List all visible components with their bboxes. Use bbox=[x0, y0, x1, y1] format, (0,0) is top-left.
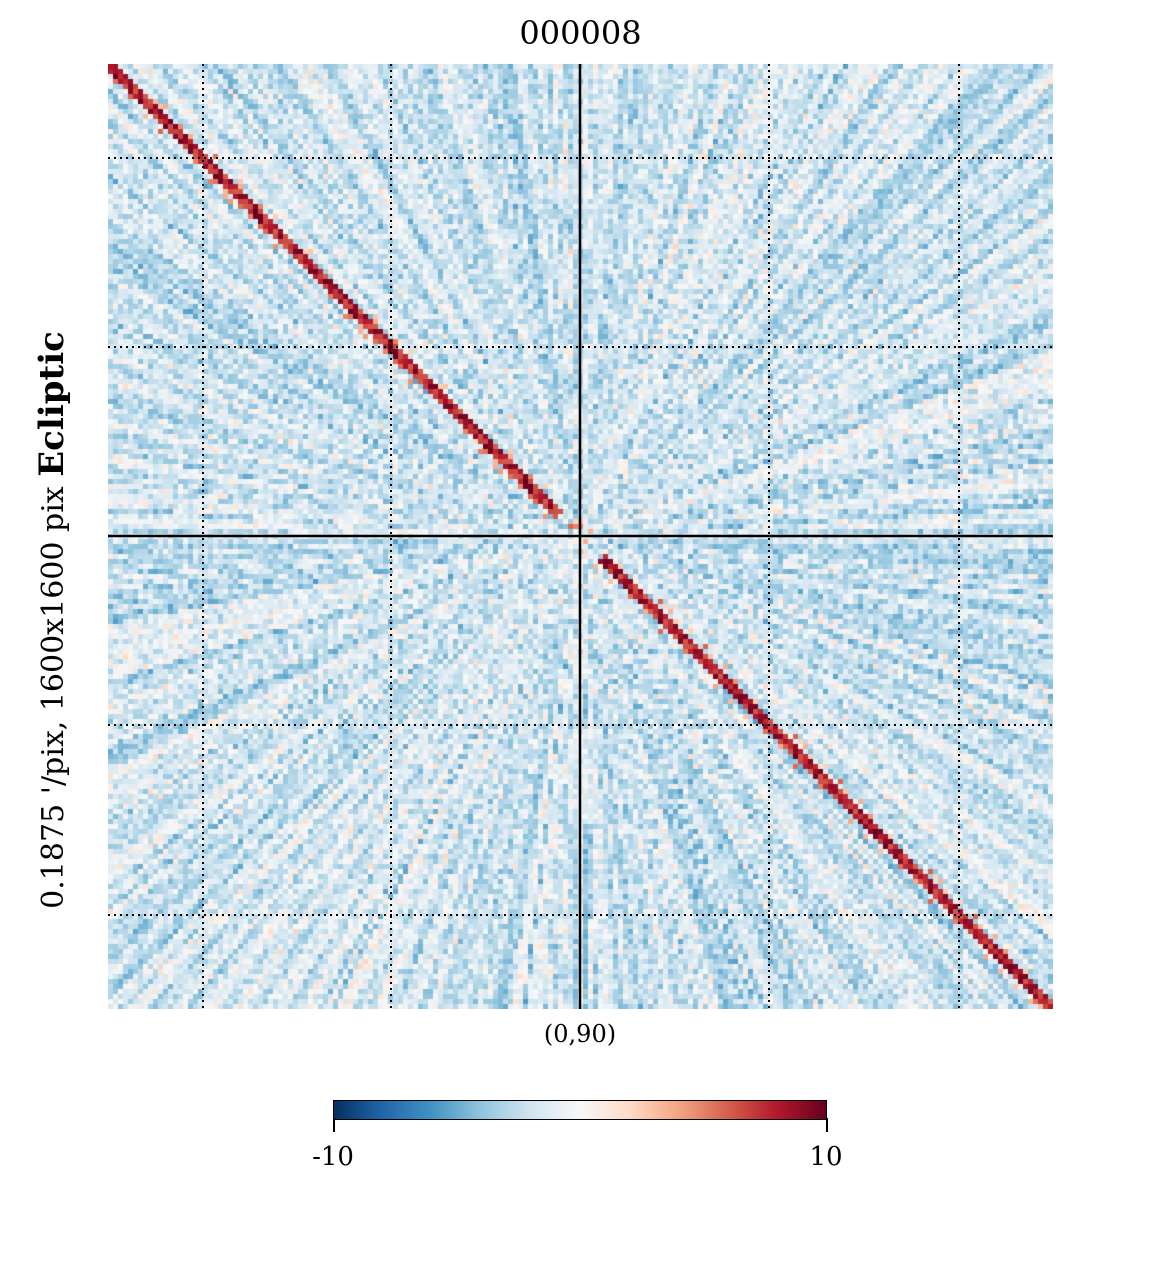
center-coordinate-label: (0,90) bbox=[543, 1020, 617, 1048]
projection-label: Ecliptic bbox=[32, 331, 72, 477]
resolution-label: 0.1875 '/pix, 1600x1600 pix bbox=[36, 486, 71, 909]
colorbar-max-label: 10 bbox=[809, 1142, 843, 1172]
colorbar-tick-max bbox=[826, 1118, 828, 1132]
heatmap-area bbox=[108, 64, 1053, 1009]
graticule bbox=[108, 64, 1053, 1009]
side-label: 0.1875 '/pix, 1600x1600 pix Ecliptic bbox=[32, 331, 72, 949]
colorbar bbox=[333, 1100, 827, 1120]
map-title: 000008 bbox=[519, 14, 642, 52]
colorbar-tick-min bbox=[333, 1118, 335, 1132]
colorbar-min-label: -10 bbox=[312, 1142, 354, 1172]
